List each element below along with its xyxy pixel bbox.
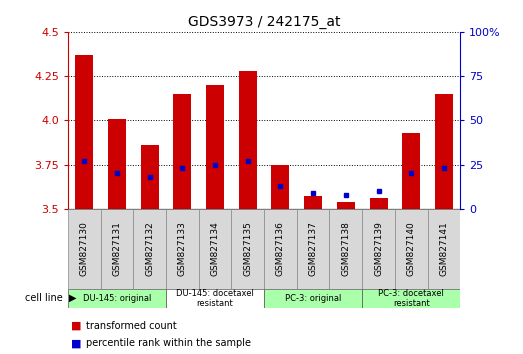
Text: GSM827137: GSM827137 bbox=[309, 221, 317, 276]
Text: GSM827136: GSM827136 bbox=[276, 221, 285, 276]
Bar bbox=[271, 165, 289, 209]
Bar bbox=[199, 209, 231, 289]
Text: percentile rank within the sample: percentile rank within the sample bbox=[86, 338, 251, 348]
Text: PC-3: docetaxel
resistant: PC-3: docetaxel resistant bbox=[378, 289, 444, 308]
Bar bbox=[337, 202, 355, 209]
Bar bbox=[297, 209, 329, 289]
Bar bbox=[239, 71, 257, 209]
Bar bbox=[264, 209, 297, 289]
Bar bbox=[329, 209, 362, 289]
Text: transformed count: transformed count bbox=[86, 321, 177, 331]
Text: PC-3: original: PC-3: original bbox=[285, 294, 342, 303]
Bar bbox=[174, 94, 191, 209]
Bar bbox=[402, 133, 420, 209]
Bar bbox=[231, 209, 264, 289]
Bar bbox=[395, 209, 428, 289]
Bar bbox=[108, 119, 126, 209]
Bar bbox=[133, 209, 166, 289]
Bar bbox=[68, 289, 166, 308]
Text: GSM827130: GSM827130 bbox=[80, 221, 89, 276]
Text: GSM827131: GSM827131 bbox=[112, 221, 121, 276]
Bar bbox=[428, 209, 460, 289]
Bar bbox=[166, 209, 199, 289]
Bar bbox=[370, 198, 388, 209]
Text: GSM827140: GSM827140 bbox=[407, 221, 416, 275]
Text: GSM827139: GSM827139 bbox=[374, 221, 383, 276]
Bar bbox=[362, 209, 395, 289]
Text: ■: ■ bbox=[71, 321, 81, 331]
Bar bbox=[68, 209, 100, 289]
Text: GSM827141: GSM827141 bbox=[439, 221, 448, 275]
Text: GSM827133: GSM827133 bbox=[178, 221, 187, 276]
Bar bbox=[264, 289, 362, 308]
Bar bbox=[206, 85, 224, 209]
Text: DU-145: docetaxel
resistant: DU-145: docetaxel resistant bbox=[176, 289, 254, 308]
Text: GSM827138: GSM827138 bbox=[342, 221, 350, 276]
Bar bbox=[100, 209, 133, 289]
Bar bbox=[304, 196, 322, 209]
Bar bbox=[435, 94, 453, 209]
Title: GDS3973 / 242175_at: GDS3973 / 242175_at bbox=[188, 16, 340, 29]
Text: DU-145: original: DU-145: original bbox=[83, 294, 151, 303]
Text: GSM827134: GSM827134 bbox=[211, 221, 220, 275]
Bar bbox=[362, 289, 460, 308]
Bar bbox=[166, 289, 264, 308]
Text: GSM827135: GSM827135 bbox=[243, 221, 252, 276]
Bar bbox=[141, 145, 158, 209]
Bar bbox=[75, 55, 93, 209]
Text: cell line: cell line bbox=[25, 293, 63, 303]
Text: ▶: ▶ bbox=[69, 293, 76, 303]
Text: GSM827132: GSM827132 bbox=[145, 221, 154, 275]
Text: ■: ■ bbox=[71, 338, 81, 348]
